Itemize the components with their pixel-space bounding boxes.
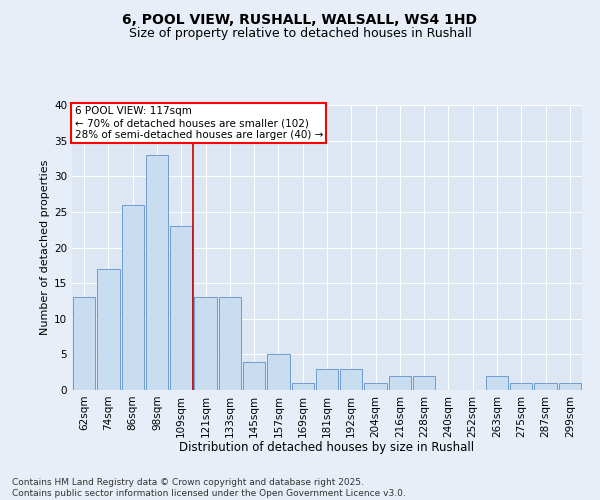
Bar bbox=[486, 376, 508, 390]
Text: Size of property relative to detached houses in Rushall: Size of property relative to detached ho… bbox=[128, 28, 472, 40]
Bar bbox=[364, 383, 387, 390]
Bar bbox=[267, 354, 290, 390]
Bar bbox=[292, 383, 314, 390]
Bar bbox=[510, 383, 532, 390]
Y-axis label: Number of detached properties: Number of detached properties bbox=[40, 160, 50, 335]
Bar bbox=[194, 298, 217, 390]
Bar bbox=[316, 368, 338, 390]
Bar bbox=[413, 376, 436, 390]
Bar bbox=[218, 298, 241, 390]
Bar bbox=[170, 226, 193, 390]
Bar bbox=[340, 368, 362, 390]
Bar bbox=[559, 383, 581, 390]
X-axis label: Distribution of detached houses by size in Rushall: Distribution of detached houses by size … bbox=[179, 441, 475, 454]
Text: 6 POOL VIEW: 117sqm
← 70% of detached houses are smaller (102)
28% of semi-detac: 6 POOL VIEW: 117sqm ← 70% of detached ho… bbox=[74, 106, 323, 140]
Bar bbox=[97, 269, 119, 390]
Bar bbox=[389, 376, 411, 390]
Bar bbox=[535, 383, 557, 390]
Bar bbox=[243, 362, 265, 390]
Bar bbox=[73, 298, 95, 390]
Text: Contains HM Land Registry data © Crown copyright and database right 2025.
Contai: Contains HM Land Registry data © Crown c… bbox=[12, 478, 406, 498]
Text: 6, POOL VIEW, RUSHALL, WALSALL, WS4 1HD: 6, POOL VIEW, RUSHALL, WALSALL, WS4 1HD bbox=[122, 12, 478, 26]
Bar bbox=[122, 205, 144, 390]
Bar bbox=[146, 155, 168, 390]
